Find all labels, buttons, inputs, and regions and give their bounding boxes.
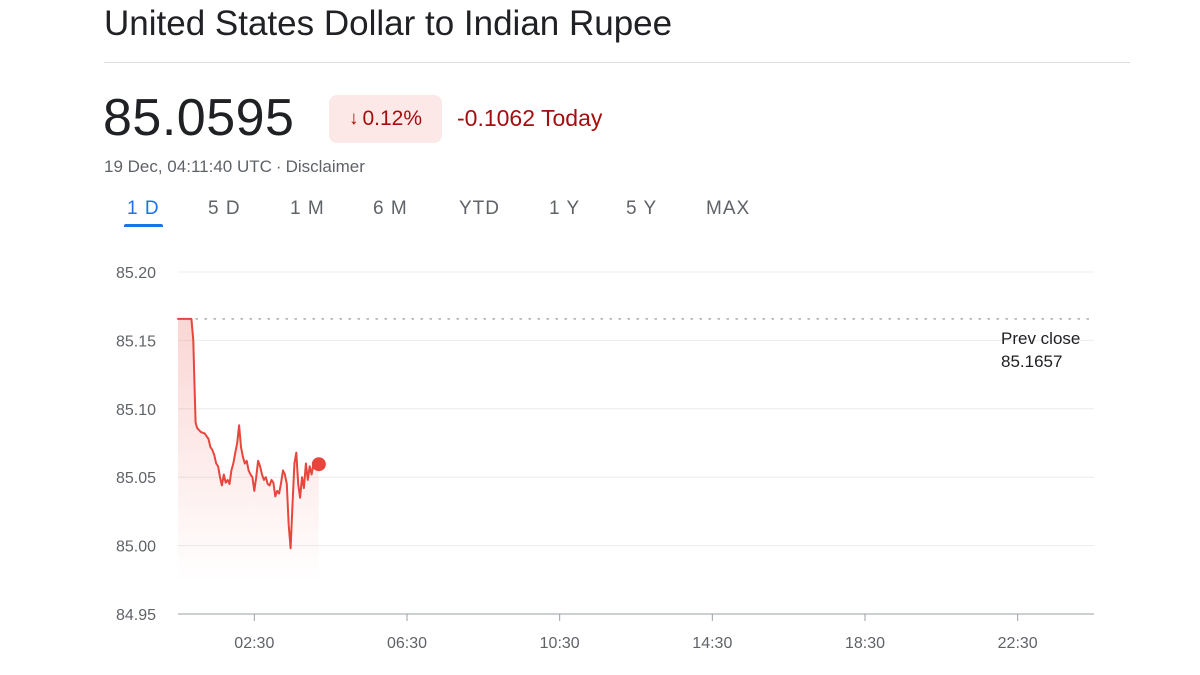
change-percent-badge: ↓ 0.12%: [329, 95, 442, 143]
x-tick-label: 14:30: [692, 635, 732, 652]
tab-ytd[interactable]: YTD: [459, 198, 500, 219]
y-tick-label: 85.15: [116, 333, 156, 350]
y-tick-label: 85.10: [116, 402, 156, 419]
tab-1y[interactable]: 1 Y: [549, 198, 581, 219]
tab-1m[interactable]: 1 M: [290, 198, 325, 219]
current-price-dot: [311, 457, 326, 472]
tab-6m[interactable]: 6 M: [373, 198, 408, 219]
change-today: -0.1062 Today: [457, 105, 603, 131]
tab-1d[interactable]: 1 D: [124, 198, 163, 228]
x-tick-label: 10:30: [540, 635, 580, 652]
y-tick-label: 84.95: [116, 607, 156, 624]
prev-close-label: Prev close: [1001, 329, 1080, 348]
price-area-fill: [178, 318, 319, 582]
header-divider: [104, 62, 1130, 63]
y-tick-label: 85.00: [116, 539, 156, 556]
page-title: United States Dollar to Indian Rupee: [104, 4, 673, 43]
x-tick-label: 18:30: [845, 635, 885, 652]
timeframe-tabs: 1 D 5 D 1 M 6 M YTD 1 Y 5 Y MAX: [0, 198, 800, 232]
y-tick-label: 85.05: [116, 470, 156, 487]
x-tick-label: 02:30: [234, 635, 274, 652]
y-tick-label: 85.20: [116, 265, 156, 282]
separator: ·: [275, 157, 282, 176]
tab-5d[interactable]: 5 D: [208, 198, 241, 219]
x-tick-label: 22:30: [998, 635, 1038, 652]
price-line: [177, 317, 320, 550]
arrow-down-icon: ↓: [348, 108, 359, 129]
timestamp-line: 19 Dec, 04:11:40 UTC · Disclaimer: [104, 157, 365, 177]
current-price: 85.0595: [103, 89, 295, 147]
change-percent-value: 0.12%: [362, 107, 423, 130]
prev-close-value: 85.1657: [1001, 352, 1062, 371]
x-tick-label: 06:30: [387, 635, 427, 652]
disclaimer-link[interactable]: Disclaimer: [285, 157, 365, 176]
timestamp: 19 Dec, 04:11:40 UTC: [104, 157, 272, 176]
tab-5y[interactable]: 5 Y: [626, 198, 658, 219]
tab-max[interactable]: MAX: [706, 198, 751, 219]
